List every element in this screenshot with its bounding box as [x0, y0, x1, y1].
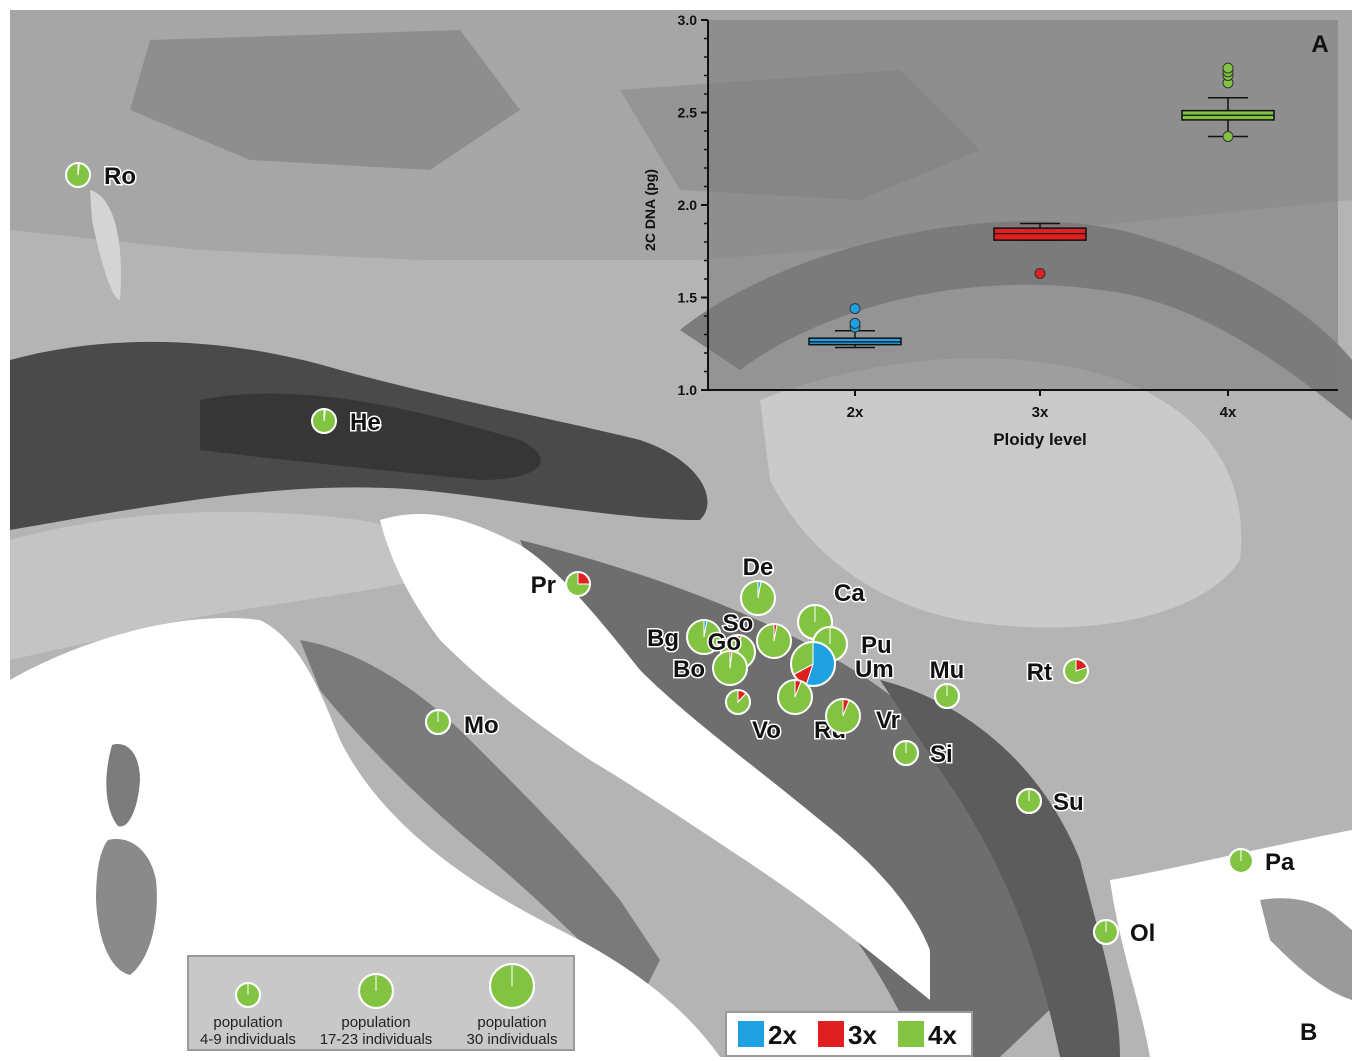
x-axis-label: Ploidy level [993, 430, 1087, 449]
axis-ticks: 1.0 1.5 2.0 2.5 3.0 2x 3x 4x [678, 12, 1237, 421]
legend-label-4x: 4x [928, 1020, 957, 1050]
boxes [808, 62, 1275, 349]
population-rt: Rt [1025, 658, 1089, 688]
population-label: Ca [834, 580, 865, 607]
aegean-sea [1110, 830, 1352, 1057]
po-plain [10, 511, 428, 660]
y-tick-label: 2.5 [678, 105, 698, 121]
population-label: He [350, 409, 381, 436]
population-si: Si [893, 740, 954, 770]
y-tick-label: 3.0 [678, 12, 698, 28]
legend-label-3x: 3x [848, 1020, 877, 1050]
swatch-2x [738, 1021, 764, 1047]
population-he: He [311, 408, 382, 438]
population-label: Mu [930, 657, 965, 684]
population-label: Pu [861, 632, 892, 659]
population-ro: Ro [65, 162, 138, 192]
swatch-4x [898, 1021, 924, 1047]
population-su: Su [1016, 788, 1085, 818]
y-tick-label: 1.5 [678, 290, 698, 306]
x-tick-label: 3x [1032, 404, 1049, 421]
swatch-3x [818, 1021, 844, 1047]
x-tick-label: 2x [847, 404, 864, 421]
apennines [300, 640, 660, 1000]
size-legend-line1: population [477, 1014, 546, 1031]
balkan-mountains [880, 680, 1120, 1057]
population-label: Rt [1027, 659, 1052, 686]
legend-label-2x: 2x [768, 1020, 797, 1050]
anatolian-coast [1260, 898, 1352, 1000]
population-label: Vr [876, 707, 900, 734]
population-label: Ol [1130, 920, 1155, 947]
panel-letter-b: B [1300, 1019, 1317, 1046]
population-label: Su [1053, 789, 1084, 816]
population-pr: Pr [529, 571, 591, 601]
pannonian-plain [760, 358, 1242, 628]
frame-top [0, 0, 1352, 10]
population-label: Um [855, 656, 894, 683]
size-legend-line1: population [341, 1014, 410, 1031]
bohemian-massif [130, 30, 520, 170]
frame-left [0, 0, 10, 1057]
size-legend-line1: population [213, 1014, 282, 1031]
sardinia [96, 839, 157, 975]
size-legend-line2: 17-23 individuals [320, 1031, 433, 1048]
y-tick-label: 1.0 [678, 382, 698, 398]
adriatic-sea [380, 514, 930, 1000]
y-tick-label: 2.0 [678, 197, 698, 213]
corsica [106, 744, 140, 827]
size-legend-line2: 30 individuals [467, 1031, 558, 1048]
ploidy-legend: 2x 3x 4x [725, 1011, 973, 1057]
ploidy-legend-box [725, 1011, 973, 1057]
population-label: Pr [531, 572, 556, 599]
outlier-point [1222, 131, 1234, 143]
population-ol: Ol [1093, 919, 1157, 949]
population-label: Pa [1265, 849, 1295, 876]
population-label: Ro [104, 163, 136, 190]
x-tick-label: 4x [1220, 404, 1237, 421]
population-label: Bo [673, 656, 705, 683]
boxplot-background [708, 20, 1338, 390]
rhine-valley [90, 190, 121, 300]
outlier-point [849, 317, 861, 329]
panel-letter-a: A [1311, 31, 1328, 58]
outlier-point [849, 303, 861, 315]
population-bo: Bo [672, 650, 748, 686]
population-bg: Bg [646, 619, 722, 655]
population-um: Um [790, 641, 895, 687]
population-vr: Vr [825, 698, 902, 736]
population-de: De [740, 553, 776, 616]
population-label: So [723, 610, 754, 637]
size-legend-line2: 4-9 individuals [200, 1031, 296, 1048]
population-pa: Pa [1228, 848, 1297, 878]
population-label: Vo [752, 717, 781, 744]
population-label: Bg [647, 625, 679, 652]
alps-high [200, 393, 541, 480]
population-mo: Mo [425, 709, 500, 741]
population-label: De [743, 554, 774, 581]
dna-content-boxplot: 1.0 1.5 2.0 2.5 3.0 2x 3x 4x 2C DNA (pg) Ploidy… [642, 12, 1338, 449]
population-vo: Vo [725, 689, 782, 746]
population-mu: Mu [928, 656, 966, 709]
population-label: Si [930, 741, 953, 768]
population-label: Mo [464, 712, 499, 739]
y-axis-label: 2C DNA (pg) [642, 169, 658, 251]
outlier-point [1222, 62, 1234, 74]
outlier-point [1034, 267, 1046, 279]
tyrrhenian-sea [10, 618, 720, 1057]
